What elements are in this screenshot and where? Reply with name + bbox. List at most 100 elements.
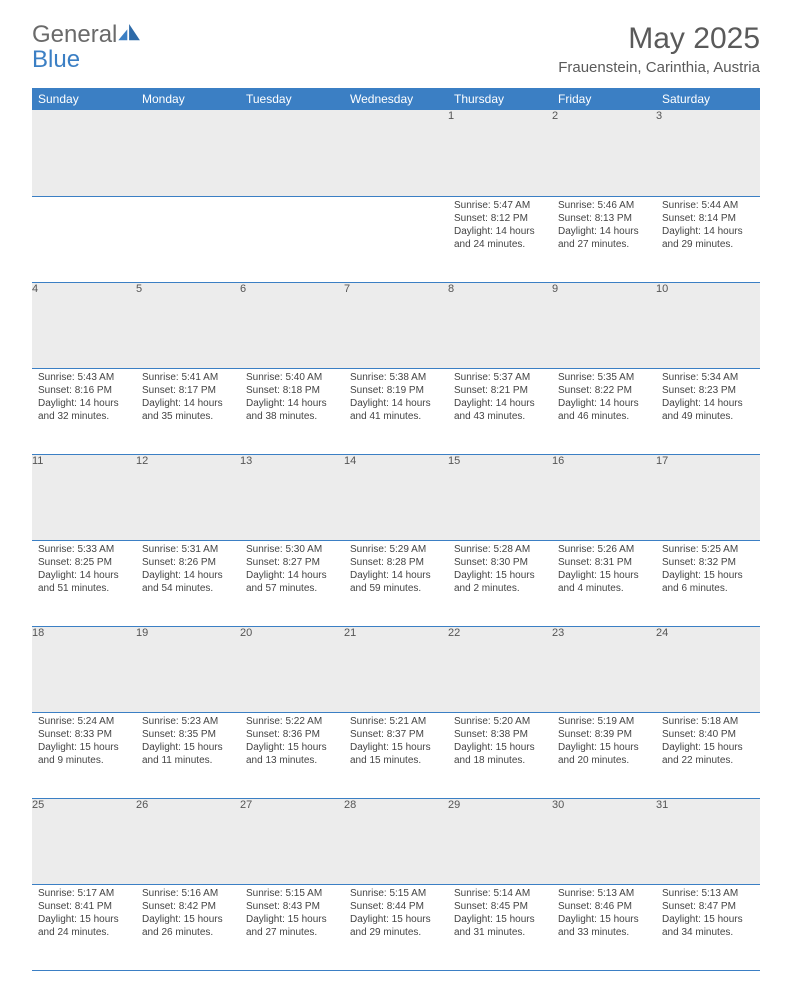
sunset-line: Sunset: 8:38 PM [454,728,546,741]
daylight-line: Daylight: 14 hours and 57 minutes. [246,569,338,595]
daylight-line: Daylight: 14 hours and 35 minutes. [142,397,234,423]
day-cell: Sunrise: 5:47 AMSunset: 8:12 PMDaylight:… [448,196,552,282]
day-number-cell: 29 [448,798,552,884]
day-cell: Sunrise: 5:38 AMSunset: 8:19 PMDaylight:… [344,368,448,454]
day-number-cell [32,110,136,196]
sunset-line: Sunset: 8:36 PM [246,728,338,741]
day-cell: Sunrise: 5:21 AMSunset: 8:37 PMDaylight:… [344,712,448,798]
sunrise-line: Sunrise: 5:29 AM [350,543,442,556]
daylight-line: Daylight: 14 hours and 32 minutes. [38,397,130,423]
day-number-cell: 19 [136,626,240,712]
daylight-line: Daylight: 15 hours and 18 minutes. [454,741,546,767]
daylight-line: Daylight: 14 hours and 27 minutes. [558,225,650,251]
sunset-line: Sunset: 8:42 PM [142,900,234,913]
sunrise-line: Sunrise: 5:15 AM [246,887,338,900]
sunrise-line: Sunrise: 5:14 AM [454,887,546,900]
sunrise-line: Sunrise: 5:38 AM [350,371,442,384]
sunset-line: Sunset: 8:16 PM [38,384,130,397]
day-number-cell: 30 [552,798,656,884]
day-number-cell: 2 [552,110,656,196]
sunset-line: Sunset: 8:23 PM [662,384,754,397]
sunrise-line: Sunrise: 5:22 AM [246,715,338,728]
day-cell: Sunrise: 5:29 AMSunset: 8:28 PMDaylight:… [344,540,448,626]
daylight-line: Daylight: 14 hours and 59 minutes. [350,569,442,595]
sunset-line: Sunset: 8:22 PM [558,384,650,397]
daylight-line: Daylight: 15 hours and 34 minutes. [662,913,754,939]
sunset-line: Sunset: 8:12 PM [454,212,546,225]
daylight-line: Daylight: 15 hours and 20 minutes. [558,741,650,767]
sunset-line: Sunset: 8:14 PM [662,212,754,225]
day-header: Tuesday [240,88,344,110]
day-number-cell: 13 [240,454,344,540]
week-row: Sunrise: 5:33 AMSunset: 8:25 PMDaylight:… [32,540,760,626]
day-number-cell [136,110,240,196]
sunrise-line: Sunrise: 5:28 AM [454,543,546,556]
daylight-line: Daylight: 15 hours and 26 minutes. [142,913,234,939]
sunrise-line: Sunrise: 5:46 AM [558,199,650,212]
day-number-cell: 21 [344,626,448,712]
sunset-line: Sunset: 8:26 PM [142,556,234,569]
daylight-line: Daylight: 14 hours and 51 minutes. [38,569,130,595]
sunrise-line: Sunrise: 5:40 AM [246,371,338,384]
day-number-cell: 5 [136,282,240,368]
day-header: Thursday [448,88,552,110]
day-cell: Sunrise: 5:25 AMSunset: 8:32 PMDaylight:… [656,540,760,626]
daylight-line: Daylight: 14 hours and 38 minutes. [246,397,338,423]
sunrise-line: Sunrise: 5:25 AM [662,543,754,556]
day-number-cell: 12 [136,454,240,540]
logo-sails-icon [118,22,142,47]
daynum-row: 123 [32,110,760,196]
sunset-line: Sunset: 8:43 PM [246,900,338,913]
day-number-cell: 26 [136,798,240,884]
sunset-line: Sunset: 8:19 PM [350,384,442,397]
sunset-line: Sunset: 8:21 PM [454,384,546,397]
day-number-cell: 14 [344,454,448,540]
sunset-line: Sunset: 8:30 PM [454,556,546,569]
day-number-cell: 10 [656,282,760,368]
day-number-cell: 28 [344,798,448,884]
daylight-line: Daylight: 15 hours and 29 minutes. [350,913,442,939]
sunrise-line: Sunrise: 5:19 AM [558,715,650,728]
day-number-cell: 4 [32,282,136,368]
day-cell: Sunrise: 5:26 AMSunset: 8:31 PMDaylight:… [552,540,656,626]
sunrise-line: Sunrise: 5:15 AM [350,887,442,900]
sunrise-line: Sunrise: 5:26 AM [558,543,650,556]
day-cell: Sunrise: 5:13 AMSunset: 8:47 PMDaylight:… [656,884,760,970]
day-cell: Sunrise: 5:15 AMSunset: 8:43 PMDaylight:… [240,884,344,970]
day-number-cell: 20 [240,626,344,712]
daynum-row: 25262728293031 [32,798,760,884]
week-row: Sunrise: 5:47 AMSunset: 8:12 PMDaylight:… [32,196,760,282]
logo-text-a: General [32,21,117,48]
daylight-line: Daylight: 14 hours and 43 minutes. [454,397,546,423]
daylight-line: Daylight: 15 hours and 4 minutes. [558,569,650,595]
day-header-row: SundayMondayTuesdayWednesdayThursdayFrid… [32,88,760,110]
sunrise-line: Sunrise: 5:16 AM [142,887,234,900]
daylight-line: Daylight: 14 hours and 46 minutes. [558,397,650,423]
sunset-line: Sunset: 8:13 PM [558,212,650,225]
daylight-line: Daylight: 15 hours and 2 minutes. [454,569,546,595]
day-cell: Sunrise: 5:15 AMSunset: 8:44 PMDaylight:… [344,884,448,970]
day-number-cell: 8 [448,282,552,368]
logo: GeneralBlue [32,22,142,72]
day-cell: Sunrise: 5:17 AMSunset: 8:41 PMDaylight:… [32,884,136,970]
sunset-line: Sunset: 8:47 PM [662,900,754,913]
day-cell: Sunrise: 5:14 AMSunset: 8:45 PMDaylight:… [448,884,552,970]
day-cell: Sunrise: 5:22 AMSunset: 8:36 PMDaylight:… [240,712,344,798]
sunset-line: Sunset: 8:32 PM [662,556,754,569]
day-cell: Sunrise: 5:34 AMSunset: 8:23 PMDaylight:… [656,368,760,454]
day-number-cell: 27 [240,798,344,884]
sunset-line: Sunset: 8:44 PM [350,900,442,913]
daylight-line: Daylight: 14 hours and 24 minutes. [454,225,546,251]
sunrise-line: Sunrise: 5:33 AM [38,543,130,556]
day-number-cell: 6 [240,282,344,368]
sunrise-line: Sunrise: 5:23 AM [142,715,234,728]
daylight-line: Daylight: 14 hours and 54 minutes. [142,569,234,595]
sunrise-line: Sunrise: 5:30 AM [246,543,338,556]
logo-text-b: Blue [32,46,80,73]
week-row: Sunrise: 5:43 AMSunset: 8:16 PMDaylight:… [32,368,760,454]
day-cell: Sunrise: 5:44 AMSunset: 8:14 PMDaylight:… [656,196,760,282]
day-cell: Sunrise: 5:33 AMSunset: 8:25 PMDaylight:… [32,540,136,626]
day-number-cell: 15 [448,454,552,540]
daylight-line: Daylight: 15 hours and 13 minutes. [246,741,338,767]
daylight-line: Daylight: 14 hours and 29 minutes. [662,225,754,251]
